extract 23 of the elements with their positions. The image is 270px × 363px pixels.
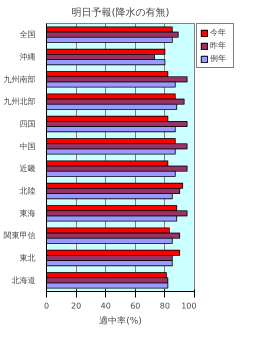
- x-tick-label: 60: [130, 302, 140, 310]
- y-tick-label: 北陸: [20, 186, 36, 196]
- x-tick-label: 40: [100, 302, 111, 310]
- legend-label: 昨年: [210, 40, 227, 51]
- y-tick-label: 四国: [20, 120, 36, 128]
- y-tick-label: 東海: [20, 208, 36, 218]
- y-tick-label: 中国: [20, 142, 36, 151]
- y-tick-label: 近畿: [20, 164, 36, 174]
- y-tick-label: 全国: [20, 30, 36, 40]
- y-tick-label: 九州北部: [4, 97, 36, 106]
- y-tick-label: 九州南部: [4, 74, 36, 84]
- x-axis-title: 適中率(%): [99, 316, 142, 326]
- y-tick-label: 東北: [20, 254, 36, 262]
- y-tick-label: 沖縄: [20, 52, 36, 62]
- x-tick-label: 0: [44, 302, 50, 310]
- legend-label: 今年: [210, 27, 227, 38]
- y-tick-label: 北海道: [12, 276, 36, 285]
- x-tick-label: 80: [160, 302, 170, 310]
- x-tick-label: 20: [71, 302, 82, 310]
- legend-label: 例年: [210, 53, 227, 64]
- x-tick-label: 100: [181, 302, 197, 310]
- y-tick-label: 関東甲信: [4, 231, 36, 240]
- chart-title: 明日予報(降水の有無): [72, 6, 170, 18]
